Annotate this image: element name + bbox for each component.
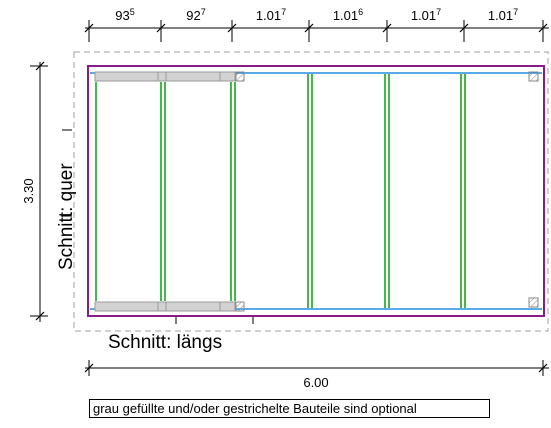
section-label-laengs: Schnitt: längs [108, 332, 222, 353]
dim-top-5: 1.017 [411, 7, 441, 23]
section-markers [62, 129, 254, 324]
dim-top-2: 927 [186, 7, 205, 23]
dim-left: 3.30 [21, 178, 36, 203]
dim-top-4: 1.016 [333, 7, 363, 23]
dim-top-3: 1.017 [256, 7, 286, 23]
section-label-quer: Schnitt: quer [56, 163, 77, 270]
optional-parts-note: grau gefüllte und/oder gestrichelte Baut… [89, 399, 490, 418]
hatched-blocks [235, 71, 539, 312]
optional-beam-top [94, 71, 236, 82]
dim-top-6: 1.017 [488, 7, 518, 23]
joists [95, 74, 466, 308]
top-dimension-chain [84, 20, 549, 42]
outer-frame [87, 65, 545, 317]
optional-outline-dashed [73, 51, 549, 332]
dim-top-1: 935 [115, 7, 134, 23]
optional-beam-bottom [94, 301, 236, 312]
bottom-dimension [84, 360, 549, 376]
dim-bottom: 6.00 [303, 375, 328, 390]
optional-beam-joints [157, 72, 221, 311]
left-dimension [30, 61, 48, 322]
